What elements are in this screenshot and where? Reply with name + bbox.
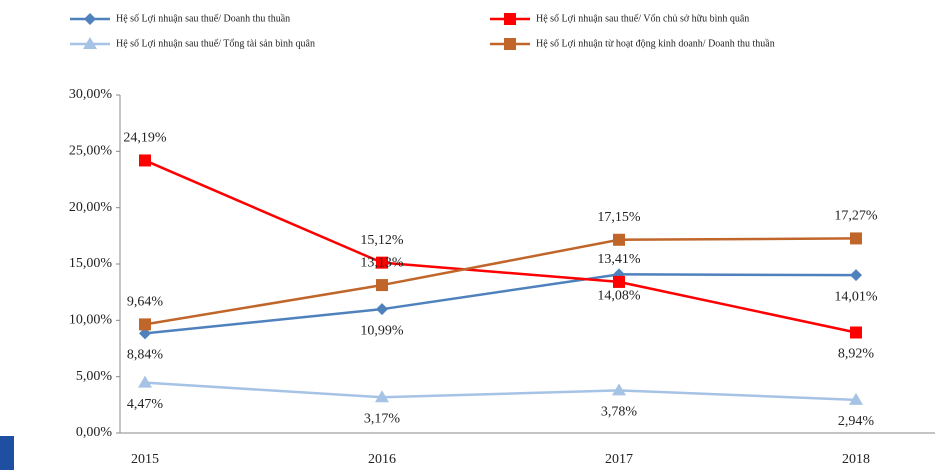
legend-marker: [84, 13, 96, 25]
y-tick-label: 30,00%: [69, 87, 113, 102]
y-tick-label: 20,00%: [69, 200, 113, 215]
data-point: [138, 375, 152, 388]
data-label: 10,99%: [360, 323, 404, 338]
data-label: 15,12%: [360, 233, 404, 248]
data-point: [849, 392, 863, 405]
data-label: 17,27%: [834, 209, 878, 224]
data-label: 14,08%: [597, 289, 641, 304]
legend-label: Hệ số Lợi nhuận từ hoạt động kinh doanh/…: [536, 38, 775, 49]
series-line: [144, 381, 857, 402]
data-label: 8,92%: [838, 347, 875, 362]
y-tick-label: 0,00%: [76, 425, 113, 440]
data-label: 3,78%: [601, 405, 638, 420]
data-label: 3,17%: [364, 412, 401, 427]
series-line: [144, 273, 857, 335]
legend-marker: [83, 37, 97, 49]
series-line: [144, 159, 857, 334]
data-point: [613, 233, 625, 246]
legend-label: Hệ số Lợi nhuận sau thuế/ Vốn chủ sở hữu…: [536, 13, 749, 24]
data-label: 8,84%: [127, 348, 164, 363]
data-point: [376, 279, 388, 292]
series-line: [144, 237, 857, 326]
data-label: 9,64%: [127, 295, 164, 310]
data-label: 4,47%: [127, 397, 164, 412]
legend-marker: [504, 38, 516, 50]
data-point: [850, 232, 862, 245]
data-point: [850, 269, 862, 282]
data-label: 24,19%: [123, 131, 167, 146]
corner-block: [0, 436, 14, 470]
data-point: [376, 303, 388, 316]
data-label: 17,15%: [597, 210, 641, 225]
y-tick-label: 25,00%: [69, 144, 113, 159]
legend-label: Hệ số Lợi nhuận sau thuế/ Tổng tài sản b…: [116, 38, 315, 49]
data-label: 13,13%: [360, 255, 404, 270]
data-point: [612, 383, 626, 396]
legend-label: Hệ số Lợi nhuận sau thuế/ Doanh thu thuầ…: [116, 13, 290, 24]
data-label: 2,94%: [838, 414, 875, 429]
x-tick-label: 2015: [131, 452, 159, 467]
data-point: [850, 326, 862, 339]
x-tick-label: 2018: [842, 452, 870, 467]
data-label: 14,01%: [834, 289, 878, 304]
data-point: [139, 154, 151, 167]
data-point: [376, 256, 388, 269]
data-point: [139, 318, 151, 331]
data-point: [375, 390, 389, 403]
data-point: [613, 275, 625, 288]
y-tick-label: 5,00%: [76, 369, 113, 384]
data-label: 13,41%: [597, 252, 641, 267]
legend-marker: [504, 13, 516, 25]
y-tick-label: 15,00%: [69, 256, 113, 271]
data-point: [139, 327, 151, 340]
x-tick-label: 2016: [368, 452, 396, 467]
y-tick-label: 10,00%: [69, 313, 113, 328]
x-tick-label: 2017: [605, 452, 633, 467]
